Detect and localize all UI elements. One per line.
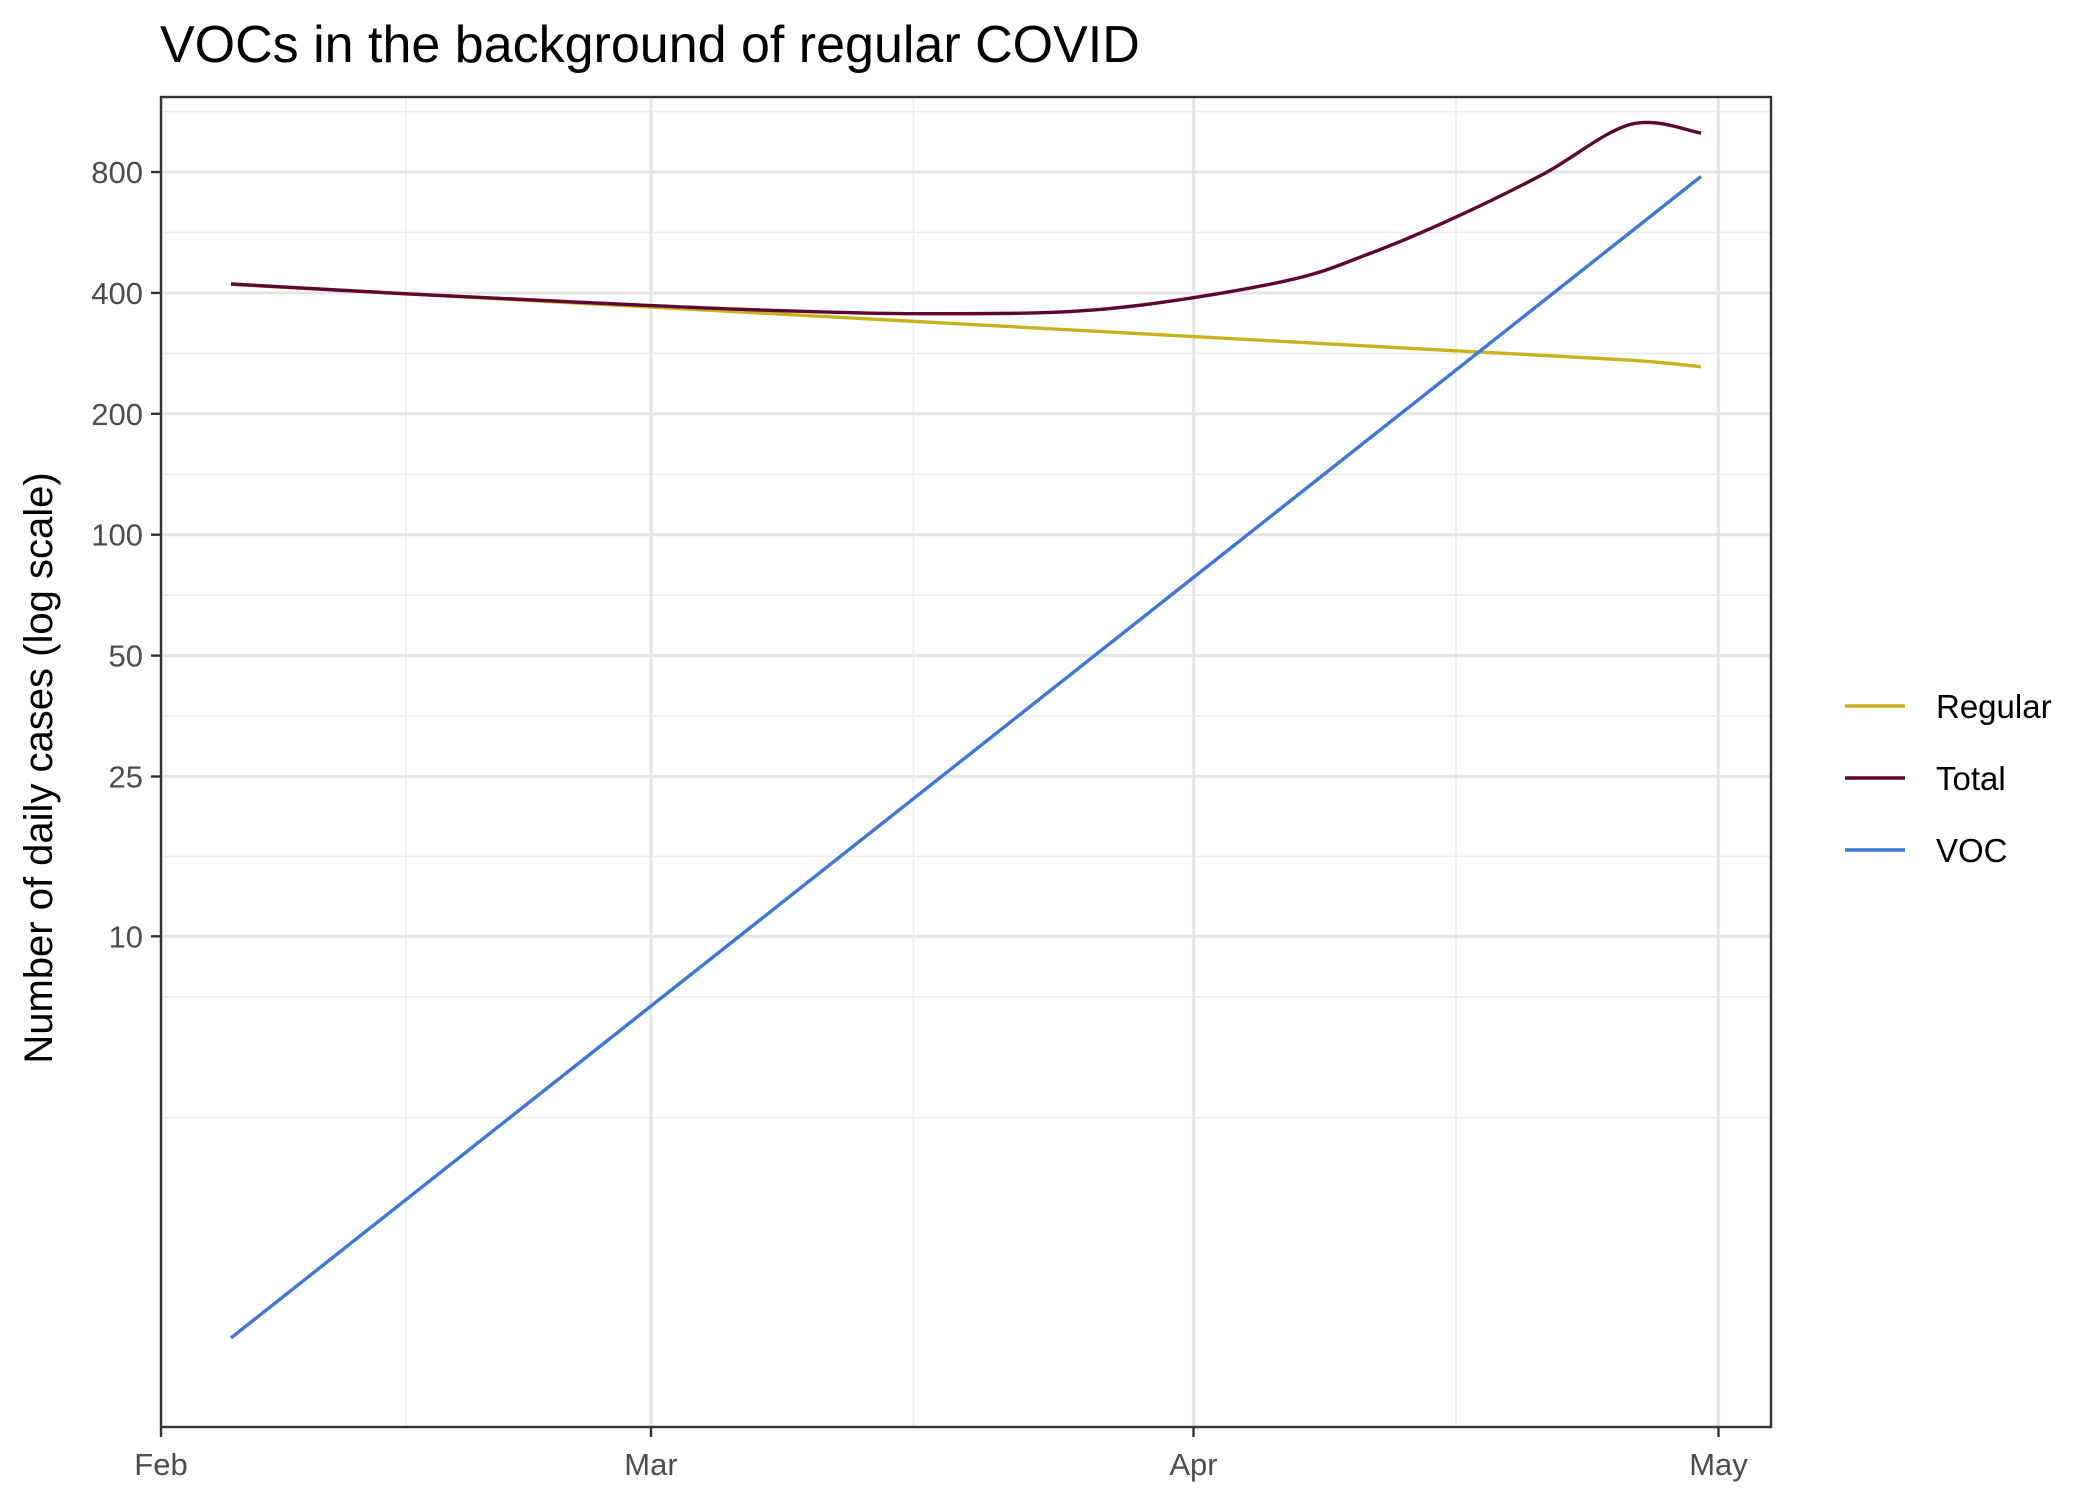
legend: Regular Total VOC bbox=[1845, 688, 2052, 869]
y-tick-label: 100 bbox=[91, 518, 143, 553]
chart-title: VOCs in the background of regular COVID bbox=[160, 16, 1140, 74]
legend-item-regular: Regular bbox=[1845, 688, 2052, 725]
y-tick-label: 50 bbox=[109, 639, 143, 674]
series-line-voc bbox=[229, 175, 1703, 1340]
major-gridlines bbox=[159, 97, 1771, 1427]
series-line-total bbox=[230, 120, 1702, 316]
legend-item-total: Total bbox=[1845, 760, 2006, 797]
legend-label: VOC bbox=[1936, 832, 2008, 869]
y-axis-title: Number of daily cases (log scale) bbox=[17, 472, 61, 1063]
y-axis: 10 25 50 100 200 400 800 bbox=[91, 155, 161, 954]
series-lines bbox=[229, 120, 1703, 1340]
minor-gridlines bbox=[161, 97, 1771, 1427]
y-tick-label: 800 bbox=[91, 155, 143, 190]
legend-item-voc: VOC bbox=[1845, 832, 2008, 869]
x-axis: Feb Mar Apr May bbox=[134, 1427, 1748, 1482]
x-tick-label: May bbox=[1689, 1447, 1748, 1482]
x-tick-label: Feb bbox=[134, 1447, 187, 1482]
plot-panel-border bbox=[159, 95, 1773, 1429]
legend-label: Total bbox=[1936, 760, 2006, 797]
y-tick-label: 400 bbox=[91, 276, 143, 311]
x-tick-label: Mar bbox=[624, 1447, 677, 1482]
y-tick-label: 25 bbox=[109, 759, 143, 794]
y-tick-label: 10 bbox=[109, 919, 143, 954]
legend-label: Regular bbox=[1936, 688, 2052, 725]
x-tick-label: Apr bbox=[1169, 1447, 1217, 1482]
y-tick-label: 200 bbox=[91, 397, 143, 432]
